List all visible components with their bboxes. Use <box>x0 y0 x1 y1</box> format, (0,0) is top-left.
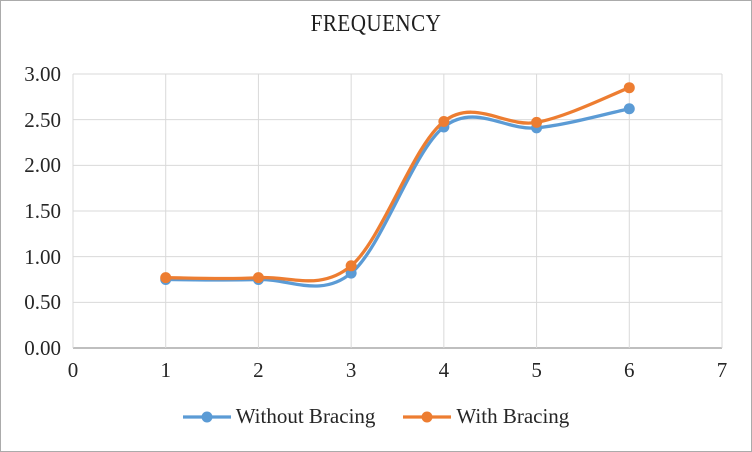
y-tick-label: 0.00 <box>24 336 61 360</box>
legend-label: Without Bracing <box>235 404 376 428</box>
chart-title: FREQUENCY <box>310 11 442 37</box>
data-point-marker-with-bracing <box>623 82 635 94</box>
y-tick-label: 3.00 <box>24 62 61 86</box>
legend-item-without-bracing: Without Bracing <box>182 404 376 429</box>
x-tick-label: 4 <box>438 358 450 382</box>
series-line-with-bracing <box>164 86 631 283</box>
data-point-marker-with-bracing <box>252 272 264 284</box>
y-tick-label: 2.50 <box>24 107 61 132</box>
data-point-marker-without-bracing <box>623 103 635 115</box>
legend-item-with-bracing: With Bracing <box>403 404 569 429</box>
legend-label: With Bracing <box>456 404 570 428</box>
x-tick-label: 7 <box>716 358 728 382</box>
x-tick-label: 6 <box>624 358 635 382</box>
data-point-marker-with-bracing <box>531 116 543 128</box>
data-point-marker-with-bracing <box>160 272 172 284</box>
x-tick-label: 3 <box>345 358 357 382</box>
legend-line-marker-icon <box>182 411 231 422</box>
data-point-marker-with-bracing <box>438 115 450 127</box>
x-tick-label: 0 <box>67 358 79 382</box>
legend: Without Bracing With Bracing <box>1 404 751 429</box>
legend-line-marker-icon <box>403 411 452 422</box>
data-point-marker-with-bracing <box>345 260 357 272</box>
series-line-without-bracing <box>164 107 631 288</box>
x-tick-label: 1 <box>160 358 171 382</box>
y-tick-label: 0.50 <box>24 290 61 315</box>
y-tick-label: 1.50 <box>24 199 61 223</box>
x-tick-label: 2 <box>253 358 264 382</box>
x-tick-label: 5 <box>531 358 542 382</box>
y-tick-label: 2.00 <box>24 153 61 178</box>
y-tick-label: 1.00 <box>24 244 61 269</box>
